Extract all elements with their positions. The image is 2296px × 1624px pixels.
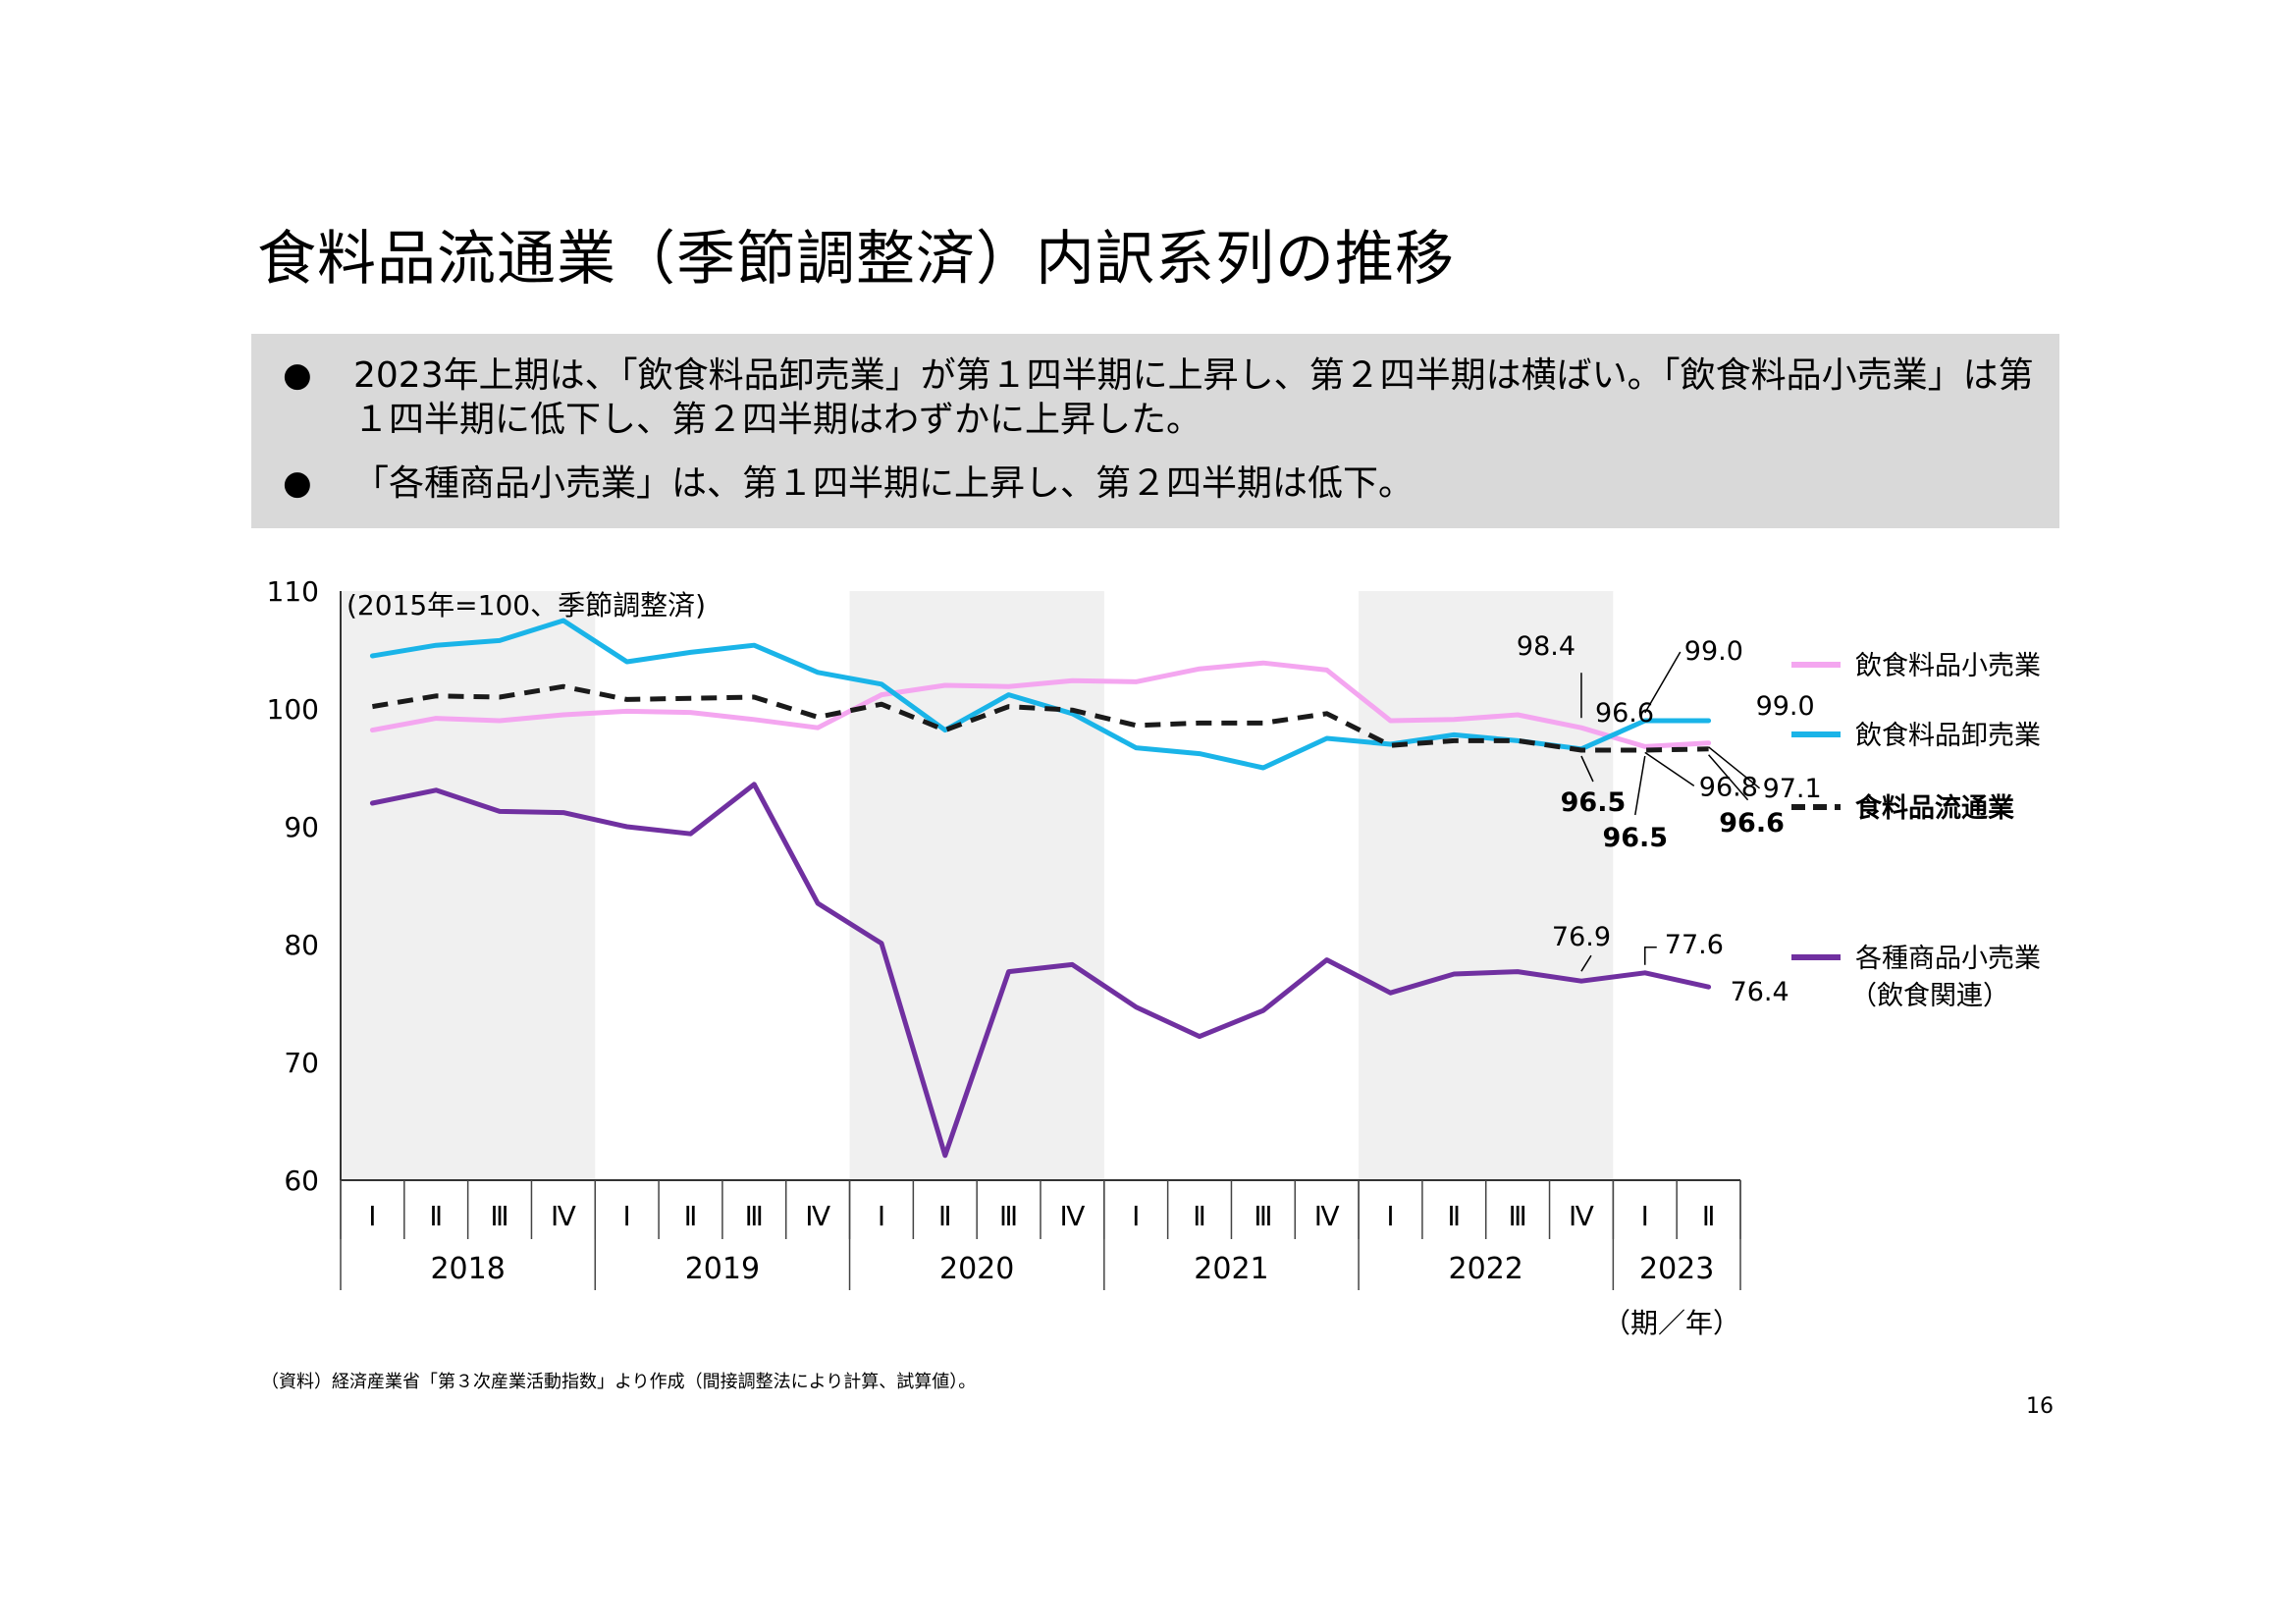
data-label-leader <box>1644 751 1695 787</box>
year-tick-label: 2018 <box>430 1252 505 1286</box>
legend-label: 各種商品小売業 <box>1855 944 2041 974</box>
legend-label: 食料品流通業 <box>1855 792 2014 824</box>
year-tick-label: 2023 <box>1639 1252 1714 1286</box>
source-note: （資料）経済産業省「第３次産業活動指数」より作成（間接調整法により計算、試算値）… <box>261 1372 977 1392</box>
year-tick-label: 2022 <box>1449 1252 1523 1286</box>
black-circle-icon: ● <box>283 355 312 395</box>
year-tick-label: 2019 <box>685 1252 760 1286</box>
y-tick-label: 100 <box>267 693 319 726</box>
data-label: 99.0 <box>1756 691 1815 722</box>
data-label-leader <box>1708 746 1761 789</box>
y-tick-label: 70 <box>284 1047 319 1079</box>
unit-note: (2015年=100、季節調整済) <box>347 589 706 622</box>
quarter-tick-label: Ⅱ <box>684 1200 698 1232</box>
series-line <box>369 618 1712 771</box>
legend-label: 飲食料品卸売業 <box>1855 721 2041 751</box>
data-label: 98.4 <box>1517 631 1575 662</box>
black-circle-icon: ● <box>283 463 312 503</box>
quarter-tick-label: Ⅱ <box>1702 1200 1716 1232</box>
x-axis-label: （期／年） <box>1603 1307 1740 1339</box>
quarter-tick-label: Ⅲ <box>1508 1200 1526 1232</box>
data-label: 76.4 <box>1731 977 1789 1007</box>
y-tick-label: 90 <box>284 811 319 843</box>
data-label: 96.5 <box>1561 787 1627 818</box>
quarter-tick-label: Ⅰ <box>368 1200 376 1232</box>
y-tick-label: 110 <box>267 575 319 608</box>
quarter-tick-label: Ⅰ <box>1641 1200 1649 1232</box>
legend-label: 飲食料品小売業 <box>1855 651 2041 681</box>
summary-bullet-text: 「各種商品小売業」は、第１四半期に上昇し、第２四半期は低下。 <box>353 463 1415 504</box>
data-label: 96.6 <box>1595 698 1654 729</box>
quarter-tick-label: Ⅲ <box>490 1200 508 1232</box>
y-tick-label: 60 <box>284 1164 319 1197</box>
quarter-tick-label: Ⅱ <box>1193 1200 1206 1232</box>
data-label-leader <box>1580 954 1592 972</box>
quarter-tick-label: Ⅰ <box>1132 1200 1140 1232</box>
quarter-tick-label: Ⅳ <box>551 1200 576 1232</box>
quarter-tick-label: Ⅲ <box>1254 1200 1272 1232</box>
year-shade-band <box>1359 591 1614 1180</box>
quarter-tick-label: Ⅱ <box>429 1200 443 1232</box>
summary-bullet-text: 2023年上期は、「飲食料品卸売業」が第１四半期に上昇し、第２四半期は横ばい。「… <box>353 355 2034 440</box>
quarter-tick-label: Ⅳ <box>1569 1200 1594 1232</box>
quarter-tick-label: Ⅱ <box>938 1200 952 1232</box>
year-shade-band <box>341 591 596 1180</box>
year-tick-label: 2020 <box>939 1252 1014 1286</box>
y-tick-label: 80 <box>284 929 319 961</box>
summary-box: ● 2023年上期は、「飲食料品卸売業」が第１四半期に上昇し、第２四半期は横ばい… <box>251 334 2059 528</box>
year-tick-label: 2021 <box>1194 1252 1268 1286</box>
data-label: 99.0 <box>1684 636 1743 667</box>
quarter-tick-label: Ⅲ <box>999 1200 1018 1232</box>
data-label: 96.6 <box>1719 808 1785 839</box>
quarter-tick-label: Ⅳ <box>805 1200 830 1232</box>
quarter-tick-label: Ⅱ <box>1447 1200 1461 1232</box>
quarter-tick-label: Ⅲ <box>745 1200 764 1232</box>
data-label-leader <box>1708 754 1749 801</box>
data-label-leader <box>1644 947 1657 965</box>
quarter-tick-label: Ⅰ <box>878 1200 885 1232</box>
page-number: 16 <box>2026 1394 2054 1419</box>
quarter-tick-label: Ⅰ <box>1386 1200 1394 1232</box>
data-label-leader <box>1644 651 1682 714</box>
data-label-leader <box>1634 755 1646 816</box>
series-line <box>369 660 1712 749</box>
data-label: 76.9 <box>1552 922 1611 952</box>
data-label: 96.5 <box>1602 823 1668 853</box>
data-label: 77.6 <box>1665 930 1724 960</box>
quarter-tick-label: Ⅳ <box>1059 1200 1085 1232</box>
data-label: 97.1 <box>1763 774 1822 804</box>
page-title: 食料品流通業（季節調整済）内訳系列の推移 <box>257 225 1455 294</box>
quarter-tick-label: Ⅰ <box>623 1200 631 1232</box>
quarter-tick-label: Ⅳ <box>1314 1200 1340 1232</box>
legend-label-sub: （飲食関連） <box>1850 981 2009 1011</box>
series-line <box>369 782 1712 1159</box>
data-label-leader <box>1580 755 1594 783</box>
